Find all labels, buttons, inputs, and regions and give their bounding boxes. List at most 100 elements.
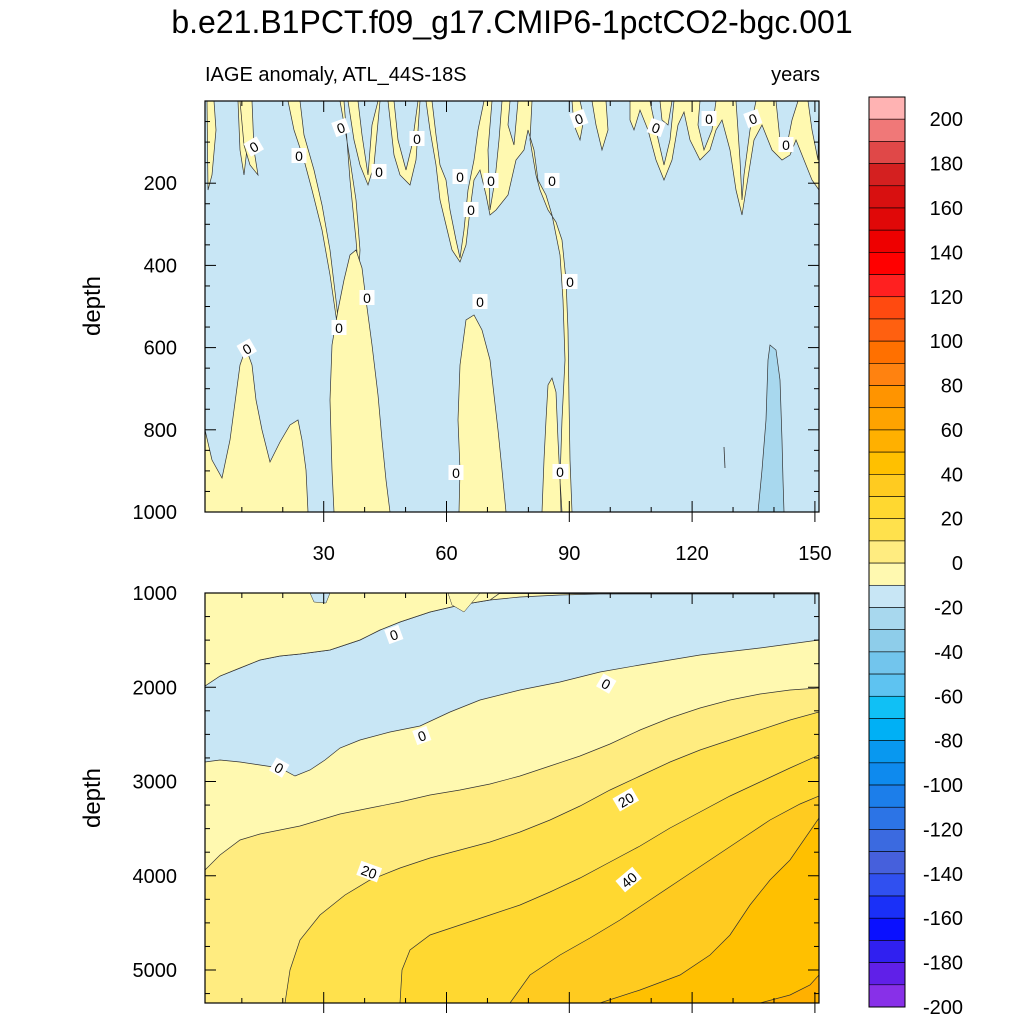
colorbar-swatch xyxy=(868,895,906,919)
x-tick-label: 120 xyxy=(675,543,708,565)
contour-label-text: 0 xyxy=(456,169,464,185)
colorbar-swatch xyxy=(868,451,906,475)
contour-label: 0 xyxy=(483,173,499,189)
colorbar-swatch xyxy=(868,407,906,431)
colorbar-swatch xyxy=(868,496,906,520)
lower-ticks xyxy=(205,592,819,1013)
y-tick-label: 800 xyxy=(144,420,177,442)
contour-label: 40 xyxy=(615,866,642,893)
colorbar-swatch xyxy=(868,673,906,697)
upper-y-axis-label: depth xyxy=(79,276,106,336)
contour-label: 0 xyxy=(544,173,560,189)
contour-label: 0 xyxy=(552,464,568,480)
colorbar-swatch xyxy=(868,940,906,963)
colorbar-swatch xyxy=(868,962,906,986)
contour-label: 0 xyxy=(452,169,468,185)
colorbar-swatch xyxy=(868,740,906,764)
colorbar-label: -20 xyxy=(934,597,963,619)
colorbar-swatch xyxy=(868,163,906,187)
contour-label: 20 xyxy=(356,860,383,883)
colorbar-label: -140 xyxy=(923,864,963,886)
colorbar-swatch xyxy=(868,784,906,808)
colorbar-swatch xyxy=(868,806,906,830)
lower-panel: 1000 2000 3000 4000 5000 0 0 0 0 20 20 40 depth xyxy=(79,583,820,1013)
y-tick-label: 400 xyxy=(144,255,177,277)
contour-label-text: 0 xyxy=(467,202,475,218)
lower-band-60-70 xyxy=(759,974,819,1003)
colorbar-label: -180 xyxy=(923,953,963,975)
colorbar-swatch xyxy=(868,363,906,386)
colorbar-swatch xyxy=(868,296,906,320)
contour-label-text: 0 xyxy=(413,131,421,147)
colorbar-label: 160 xyxy=(930,198,963,220)
colorbar-swatch xyxy=(868,252,906,275)
contour-label-text: 20 xyxy=(359,862,379,882)
y-tick-label: 200 xyxy=(144,173,177,195)
colorbar-swatch xyxy=(868,851,906,875)
colorbar-label: -200 xyxy=(923,997,963,1019)
contour-label: 0 xyxy=(463,202,479,218)
colorbar-swatch xyxy=(868,651,906,675)
colorbar-label: 0 xyxy=(952,553,963,575)
y-tick-label: 1000 xyxy=(133,583,178,605)
contour-label: 0 xyxy=(701,111,717,127)
contour-label: 0 xyxy=(371,164,387,180)
colorbar-swatch xyxy=(868,340,906,364)
chart-title: b.e21.B1PCT.f09_g17.CMIP6-1pctCO2-bgc.00… xyxy=(171,4,852,40)
colorbar-swatch xyxy=(868,917,906,941)
lower-negative-region xyxy=(205,593,819,777)
contour-label: 0 xyxy=(778,137,794,153)
colorbar-swatch xyxy=(868,118,906,142)
contour-label: 0 xyxy=(291,148,307,164)
contour-label-text: 0 xyxy=(295,148,303,164)
colorbar-label: 60 xyxy=(941,420,963,442)
colorbar-label: 200 xyxy=(930,109,963,131)
colorbar-label: -40 xyxy=(934,642,963,664)
upper-negative-band xyxy=(757,344,785,512)
x-tick-label: 150 xyxy=(798,543,831,565)
contour-label: 0 xyxy=(562,274,578,290)
colorbar-swatch xyxy=(868,274,906,298)
colorbar-label: 40 xyxy=(941,464,963,486)
contour-label: 0 xyxy=(331,117,351,138)
colorbar-swatch xyxy=(868,185,906,209)
contour-label: 0 xyxy=(331,320,347,336)
contour-label: 0 xyxy=(472,294,488,310)
colorbar-label: 100 xyxy=(930,331,963,353)
x-tick-label: 60 xyxy=(435,543,457,565)
y-tick-label: 2000 xyxy=(133,677,178,699)
colorbar-label: 80 xyxy=(941,376,963,398)
contour-label-text: 0 xyxy=(566,274,574,290)
contour-label-text: 0 xyxy=(375,164,383,180)
lower-contour-labels: 0 0 0 0 20 20 40 xyxy=(269,624,642,893)
colorbar-label: 120 xyxy=(930,287,963,309)
x-tick-label: 90 xyxy=(558,543,580,565)
contour-label-text: 20 xyxy=(615,789,637,811)
contour-label-text: 0 xyxy=(548,173,556,189)
upper-ticks xyxy=(205,100,819,522)
contour-label-text: 0 xyxy=(335,320,343,336)
colorbar-swatch xyxy=(868,474,906,497)
colorbar-swatch xyxy=(868,695,906,719)
colorbar-label: -120 xyxy=(923,819,963,841)
chart-subtitle-left: IAGE anomaly, ATL_44S-18S xyxy=(205,64,467,86)
colorbar-swatch xyxy=(868,562,906,586)
y-tick-label: 5000 xyxy=(133,960,178,982)
colorbar-label: -100 xyxy=(923,775,963,797)
contour-label: 0 xyxy=(646,117,666,138)
contour-label: 0 xyxy=(412,725,432,746)
colorbar-swatch xyxy=(868,984,906,1008)
colorbar-swatch xyxy=(868,429,906,453)
contour-label-text: 0 xyxy=(452,465,460,481)
y-tick-label: 1000 xyxy=(133,502,178,524)
upper-x-tick-labels: 30 60 90 120 150 xyxy=(313,543,832,565)
colorbar-swatch xyxy=(868,229,906,253)
colorbar-swatch xyxy=(868,629,906,653)
contour-label: 0 xyxy=(596,673,617,694)
chart-subtitle-units: years xyxy=(771,64,820,86)
colorbar-frame xyxy=(868,96,906,1008)
x-tick-label: 30 xyxy=(313,543,335,565)
colorbar-swatch xyxy=(868,96,906,120)
